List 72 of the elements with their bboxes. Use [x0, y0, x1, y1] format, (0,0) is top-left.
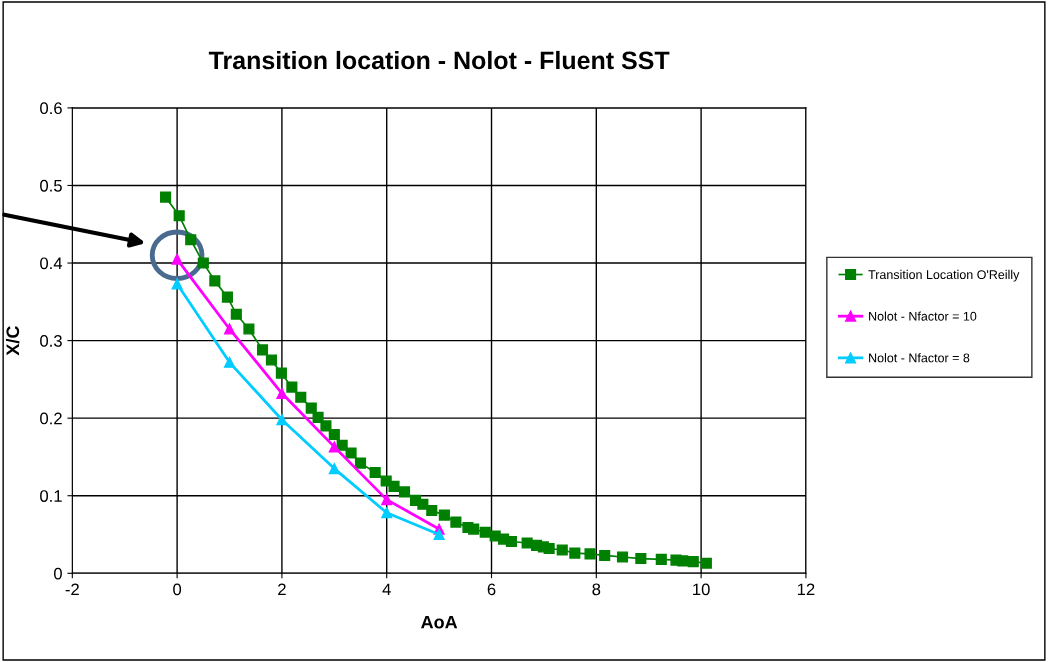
point — [426, 504, 438, 517]
point — [468, 523, 480, 535]
point — [433, 528, 445, 541]
x-tick-label: 4 — [382, 583, 391, 596]
point — [223, 356, 236, 368]
point — [438, 509, 450, 521]
point — [223, 323, 236, 335]
point — [305, 402, 317, 414]
point — [700, 557, 712, 569]
x-tick-label: -2 — [65, 583, 79, 596]
point — [599, 549, 611, 562]
x-tick-label: 8 — [592, 583, 601, 596]
point — [276, 387, 288, 399]
point — [543, 542, 555, 555]
point — [505, 535, 517, 548]
x-tick-label: 2 — [278, 583, 286, 596]
y-tick-label: 0 — [53, 567, 62, 580]
point — [381, 494, 393, 506]
point — [221, 291, 233, 303]
point — [173, 210, 185, 222]
point — [450, 516, 462, 528]
point — [286, 381, 298, 393]
y-axis-title: X/C — [5, 326, 20, 356]
legend-label: Nolot - Nfactor = 8 — [869, 353, 970, 363]
point — [171, 253, 183, 265]
point — [243, 323, 255, 335]
point — [295, 391, 307, 403]
legend-label: Transition Location O'Reilly — [868, 269, 1020, 282]
point — [677, 555, 689, 567]
point — [256, 344, 269, 356]
point — [275, 367, 287, 379]
y-tick-label: 0.2 — [40, 412, 62, 425]
point — [388, 480, 400, 492]
point — [276, 414, 288, 426]
y-tick-label: 0.1 — [40, 490, 62, 502]
x-tick-label: 0 — [173, 583, 182, 596]
point — [369, 466, 381, 479]
y-tick-label: 0.5 — [40, 179, 62, 192]
point — [354, 457, 367, 469]
point — [160, 191, 172, 203]
point — [479, 526, 491, 538]
point — [521, 537, 533, 549]
point — [616, 551, 629, 563]
point — [687, 556, 699, 568]
point — [398, 486, 411, 498]
point — [185, 234, 197, 246]
point — [417, 498, 429, 510]
x-axis-title: AoA — [421, 615, 458, 629]
legend-label: Nolot - Nfactor = 10 — [869, 311, 977, 321]
y-tick-label: 0.6 — [40, 102, 62, 115]
point — [320, 420, 332, 432]
point — [209, 275, 221, 287]
point — [328, 441, 340, 453]
y-tick-label: 0.4 — [40, 257, 63, 270]
chart-title: Transition location - Nolot - Fluent SST — [208, 50, 670, 70]
y-tick-label: 0.3 — [40, 335, 62, 347]
x-tick-label: 6 — [487, 583, 496, 596]
point — [584, 548, 596, 560]
x-tick-label: 12 — [797, 583, 815, 596]
point — [569, 547, 581, 559]
point — [230, 308, 242, 320]
point — [265, 354, 277, 366]
point — [635, 552, 647, 565]
point — [345, 447, 357, 459]
point — [655, 553, 667, 565]
point — [328, 428, 340, 441]
x-tick-label: 10 — [693, 583, 710, 596]
point — [381, 507, 393, 519]
point — [556, 544, 568, 556]
point — [328, 463, 340, 475]
point — [197, 257, 209, 269]
point — [171, 278, 183, 290]
